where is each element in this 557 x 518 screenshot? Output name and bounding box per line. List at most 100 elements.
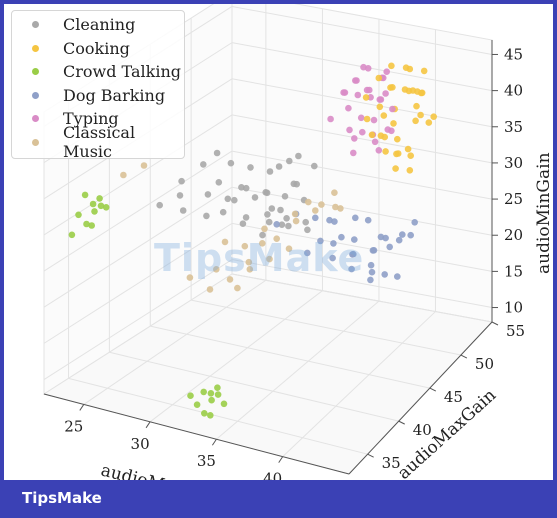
point-crowd-talking bbox=[214, 384, 221, 392]
point-cleaning bbox=[304, 226, 311, 234]
point-dog-barking bbox=[411, 219, 419, 226]
y-tick-label: 45 bbox=[444, 388, 463, 406]
point-dog-barking bbox=[330, 240, 337, 247]
point-cooking bbox=[425, 119, 433, 126]
y-grid-floor bbox=[68, 377, 368, 455]
point-cleaning bbox=[268, 205, 276, 212]
y-tick-mark bbox=[367, 453, 374, 458]
z-tick-label: 20 bbox=[504, 226, 523, 244]
point-cleaning bbox=[302, 218, 310, 226]
z-grid-back bbox=[231, 114, 493, 164]
tick-labels: 25 30 35 40 35 40 45 50 55 10 15 20 25 30 35 40 45 bbox=[64, 45, 525, 480]
point-crowd-talking bbox=[220, 400, 228, 408]
y-tick-label: 40 bbox=[413, 421, 432, 439]
point-dog-barking bbox=[338, 233, 345, 241]
point-crowd-talking bbox=[89, 200, 97, 208]
y-tick-mark bbox=[398, 420, 405, 425]
point-typing bbox=[346, 126, 353, 134]
point-typing bbox=[357, 114, 365, 122]
point-cleaning bbox=[290, 180, 298, 188]
point-cooking bbox=[406, 167, 414, 174]
x-tick-label: 35 bbox=[197, 452, 216, 470]
y-axis-line bbox=[348, 321, 493, 475]
point-typing bbox=[352, 77, 359, 84]
point-dog-barking bbox=[382, 234, 389, 242]
legend-label: Dog Barking bbox=[63, 85, 166, 105]
point-cooking bbox=[390, 120, 397, 127]
point-cleaning bbox=[227, 159, 235, 167]
point-cooking bbox=[362, 94, 370, 101]
point-crowd-talking bbox=[187, 392, 194, 400]
y-tick-mark bbox=[460, 354, 468, 359]
point-cooking bbox=[376, 103, 384, 111]
point-cleaning bbox=[156, 201, 163, 209]
z-tick-label: 15 bbox=[504, 262, 523, 280]
point-cooking bbox=[392, 165, 399, 172]
point-classical-music bbox=[261, 225, 268, 233]
point-crowd-talking bbox=[214, 391, 222, 398]
point-crowd-talking bbox=[207, 390, 215, 397]
point-cooking bbox=[413, 102, 420, 110]
legend-item: Typing bbox=[12, 107, 184, 131]
point-cooking bbox=[418, 89, 425, 97]
point-classical-music bbox=[291, 210, 299, 218]
point-classical-music bbox=[213, 266, 220, 273]
point-crowd-talking bbox=[97, 202, 105, 210]
z-tick-label: 10 bbox=[504, 299, 523, 317]
point-crowd-talking bbox=[68, 231, 76, 239]
x-axis-line bbox=[43, 393, 350, 475]
legend-label: Cooking bbox=[63, 38, 130, 58]
point-cleaning bbox=[200, 161, 207, 168]
z-axis-label: audioMinGain bbox=[534, 152, 553, 274]
point-classical-music bbox=[186, 274, 194, 281]
x-axis-label: audioM bbox=[99, 460, 167, 480]
x-tick-label: 25 bbox=[64, 417, 83, 435]
point-cleaning bbox=[275, 163, 283, 170]
x-tick-mark bbox=[145, 421, 151, 429]
legend-item: Cleaning bbox=[12, 13, 184, 37]
x-tick-mark bbox=[211, 438, 217, 446]
z-grid-back bbox=[231, 259, 493, 309]
point-cleaning bbox=[231, 196, 238, 204]
point-dog-barking bbox=[399, 231, 406, 238]
point-cooking bbox=[420, 67, 428, 75]
point-dog-barking bbox=[386, 243, 394, 251]
point-cleaning bbox=[286, 157, 293, 165]
point-dog-barking bbox=[352, 214, 359, 222]
point-classical-music bbox=[273, 235, 281, 242]
point-crowd-talking bbox=[88, 222, 95, 229]
point-typing bbox=[350, 149, 357, 157]
footer-bar: TipsMake bbox=[0, 480, 557, 518]
legend-marker bbox=[32, 44, 39, 52]
point-typing bbox=[388, 127, 395, 135]
point-dog-barking bbox=[348, 265, 355, 273]
point-classical-music bbox=[259, 240, 266, 247]
point-crowd-talking bbox=[83, 220, 90, 228]
point-typing bbox=[371, 138, 379, 146]
point-classical-music bbox=[266, 255, 273, 263]
x-tick-label: 40 bbox=[263, 470, 282, 480]
point-dog-barking bbox=[407, 231, 415, 239]
point-dog-barking bbox=[395, 236, 403, 244]
point-classical-music bbox=[332, 203, 339, 211]
z-grid-back bbox=[231, 222, 493, 272]
legend-marker bbox=[32, 91, 39, 99]
point-cleaning bbox=[265, 218, 273, 226]
point-typing bbox=[351, 135, 358, 142]
point-crowd-talking bbox=[75, 211, 82, 219]
z-grid-side bbox=[43, 150, 233, 272]
point-typing bbox=[359, 128, 366, 136]
point-typing bbox=[363, 86, 371, 94]
data-points bbox=[68, 62, 438, 419]
point-classical-music bbox=[241, 242, 249, 250]
y-grid-floor bbox=[231, 273, 493, 323]
legend-marker bbox=[32, 138, 39, 146]
z-grid-back bbox=[231, 78, 493, 128]
z-tick-label: 40 bbox=[504, 82, 523, 100]
point-cleaning bbox=[215, 179, 223, 186]
point-classical-music bbox=[245, 258, 253, 266]
x-grid-floor bbox=[216, 300, 380, 440]
legend-marker bbox=[32, 68, 39, 76]
point-cleaning bbox=[263, 189, 271, 197]
point-classical-music bbox=[331, 189, 338, 196]
